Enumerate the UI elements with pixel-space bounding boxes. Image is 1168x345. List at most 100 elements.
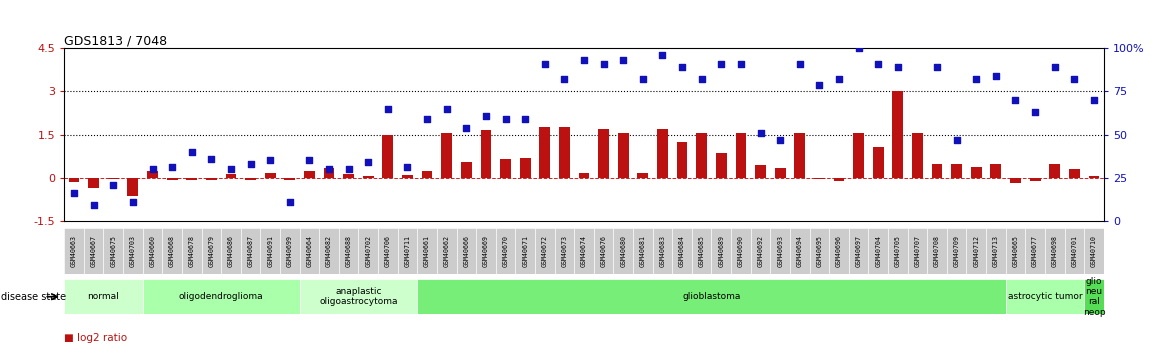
Point bbox=[927, 65, 946, 70]
Bar bbox=[1084, 279, 1104, 314]
Bar bbox=[280, 228, 300, 274]
Text: GSM40703: GSM40703 bbox=[130, 235, 135, 267]
Text: GSM40708: GSM40708 bbox=[934, 235, 940, 267]
Bar bbox=[304, 171, 315, 178]
Text: GSM40713: GSM40713 bbox=[993, 235, 999, 267]
Bar bbox=[774, 168, 786, 178]
Bar bbox=[575, 228, 593, 274]
Text: GSM40681: GSM40681 bbox=[640, 235, 646, 267]
Text: glioblastoma: glioblastoma bbox=[682, 292, 741, 301]
Point bbox=[1065, 77, 1084, 82]
Bar bbox=[555, 228, 575, 274]
Text: GSM40686: GSM40686 bbox=[228, 235, 234, 267]
Text: GSM40670: GSM40670 bbox=[502, 235, 508, 267]
Bar bbox=[868, 228, 888, 274]
Bar bbox=[1084, 228, 1104, 274]
Bar bbox=[947, 228, 966, 274]
Bar bbox=[927, 228, 947, 274]
Bar bbox=[809, 228, 829, 274]
Bar bbox=[422, 171, 432, 178]
Text: oligodendroglioma: oligodendroglioma bbox=[179, 292, 264, 301]
Bar bbox=[187, 178, 197, 180]
Text: GSM40673: GSM40673 bbox=[562, 235, 568, 267]
Text: GSM40683: GSM40683 bbox=[660, 235, 666, 267]
Bar bbox=[1006, 228, 1026, 274]
Bar bbox=[167, 178, 178, 180]
Text: GSM40663: GSM40663 bbox=[71, 235, 77, 267]
Text: GSM40672: GSM40672 bbox=[542, 235, 548, 267]
Point bbox=[673, 65, 691, 70]
Bar bbox=[378, 228, 397, 274]
Bar bbox=[1049, 164, 1061, 178]
Point bbox=[477, 113, 495, 118]
Point bbox=[182, 149, 201, 155]
Text: GSM40702: GSM40702 bbox=[366, 235, 371, 267]
Text: GSM40710: GSM40710 bbox=[1091, 235, 1097, 267]
Text: GSM40675: GSM40675 bbox=[110, 235, 117, 267]
Bar bbox=[363, 176, 374, 178]
Bar bbox=[480, 130, 492, 178]
Bar bbox=[339, 228, 359, 274]
Bar bbox=[966, 228, 986, 274]
Text: GSM40709: GSM40709 bbox=[953, 235, 960, 267]
Point bbox=[162, 165, 181, 170]
Bar bbox=[319, 228, 339, 274]
Text: GSM40682: GSM40682 bbox=[326, 235, 332, 267]
Bar bbox=[1089, 176, 1099, 178]
Text: GSM40669: GSM40669 bbox=[482, 235, 489, 267]
Bar bbox=[711, 228, 731, 274]
Bar bbox=[559, 127, 570, 178]
Point bbox=[516, 116, 535, 122]
Bar bbox=[853, 133, 864, 178]
Text: GSM40697: GSM40697 bbox=[856, 235, 862, 267]
Point bbox=[64, 190, 83, 196]
Point bbox=[633, 77, 652, 82]
Bar bbox=[343, 174, 354, 178]
Bar bbox=[1064, 228, 1084, 274]
Bar bbox=[265, 173, 276, 178]
Point bbox=[751, 130, 770, 136]
Bar bbox=[535, 228, 555, 274]
Point bbox=[771, 137, 790, 142]
Point bbox=[300, 158, 319, 163]
Bar bbox=[888, 228, 908, 274]
Point bbox=[418, 116, 437, 122]
Text: GSM40701: GSM40701 bbox=[1071, 235, 1077, 267]
Bar bbox=[1010, 178, 1021, 183]
Bar bbox=[382, 135, 394, 178]
Bar bbox=[814, 178, 825, 179]
Point bbox=[1085, 97, 1104, 103]
Text: GSM40661: GSM40661 bbox=[424, 235, 430, 267]
Bar bbox=[578, 172, 590, 178]
Bar bbox=[908, 228, 927, 274]
Text: GSM40687: GSM40687 bbox=[248, 235, 253, 267]
Text: GDS1813 / 7048: GDS1813 / 7048 bbox=[64, 34, 167, 47]
Point bbox=[653, 52, 672, 58]
Point bbox=[555, 77, 573, 82]
Bar bbox=[971, 167, 981, 178]
Bar bbox=[932, 164, 943, 178]
Bar bbox=[182, 228, 202, 274]
Text: GSM40660: GSM40660 bbox=[150, 235, 155, 267]
Bar bbox=[736, 133, 746, 178]
Bar bbox=[676, 142, 688, 178]
Point bbox=[967, 77, 986, 82]
Text: GSM40705: GSM40705 bbox=[895, 235, 901, 267]
Point bbox=[791, 61, 809, 67]
Text: GSM40674: GSM40674 bbox=[580, 235, 588, 267]
Bar bbox=[89, 178, 99, 188]
Bar bbox=[245, 178, 256, 180]
Text: GSM40704: GSM40704 bbox=[875, 235, 881, 267]
Bar bbox=[84, 228, 104, 274]
Bar bbox=[731, 228, 751, 274]
Text: GSM40688: GSM40688 bbox=[346, 235, 352, 267]
Bar bbox=[147, 171, 158, 178]
Text: disease state: disease state bbox=[1, 292, 67, 302]
Bar bbox=[437, 228, 457, 274]
Point bbox=[869, 61, 888, 67]
Text: GSM40685: GSM40685 bbox=[698, 235, 704, 267]
Text: GSM40665: GSM40665 bbox=[1013, 235, 1018, 267]
Point bbox=[104, 182, 123, 187]
Point bbox=[359, 159, 377, 165]
Text: astrocytic tumor: astrocytic tumor bbox=[1008, 292, 1083, 301]
